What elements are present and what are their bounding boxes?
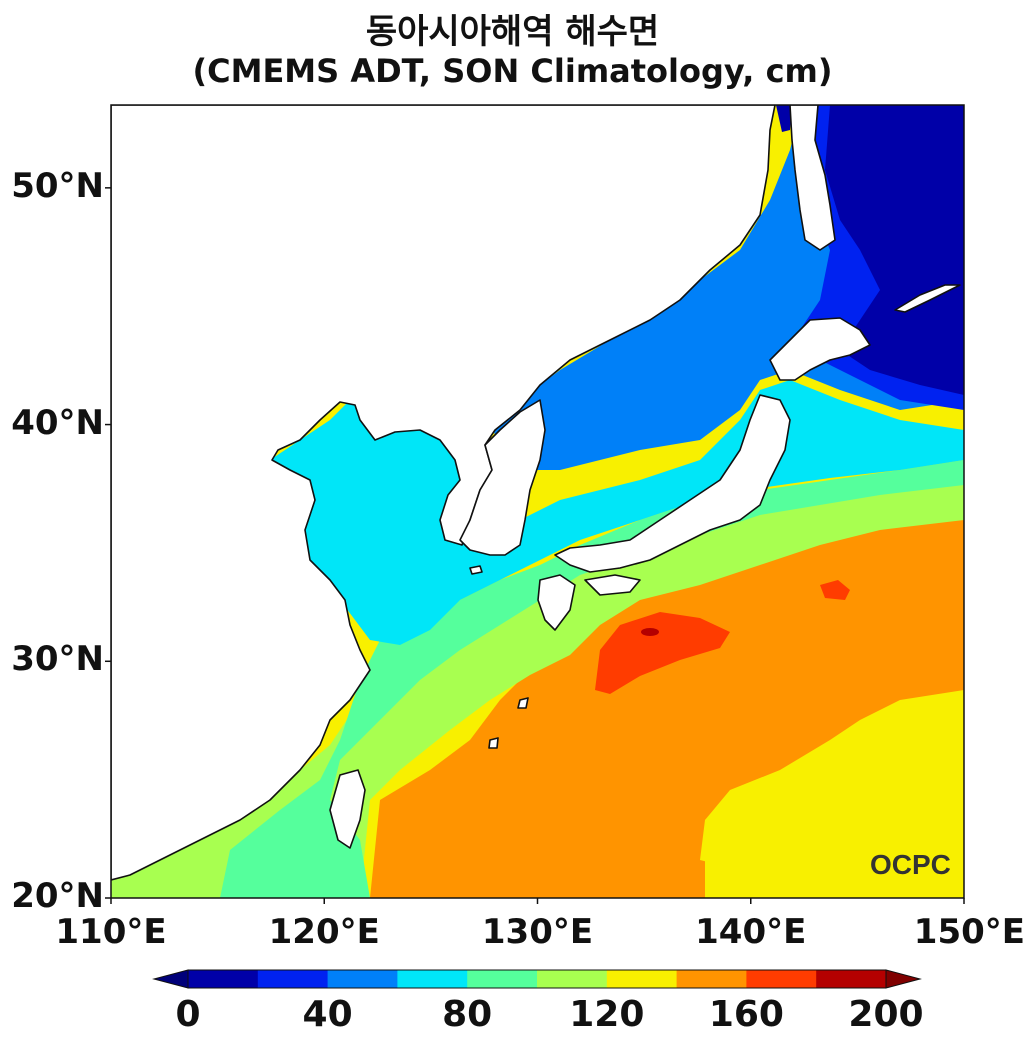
chart-subtitle: (CMEMS ADT, SON Climatology, cm) xyxy=(192,52,833,90)
band-180-200 xyxy=(641,628,659,636)
y-tick-label: 50°N xyxy=(11,165,104,206)
x-tick-label: 120°E xyxy=(268,912,380,952)
colorbar-frame xyxy=(187,969,887,989)
kuril-land xyxy=(894,284,961,313)
colorbar-segment xyxy=(257,970,329,988)
sea-level-field xyxy=(111,105,964,898)
chart-title: 동아시아해역 해수면 xyxy=(365,12,660,52)
x-tick-label: 150°E xyxy=(913,912,1025,952)
y-tick-label: 40°N xyxy=(11,402,104,443)
taiwan-land xyxy=(329,769,366,849)
band-0-20 xyxy=(825,105,964,395)
colorbar-segment xyxy=(816,970,887,988)
colorbar-extend-low xyxy=(152,969,189,989)
colorbar-segment xyxy=(537,970,608,988)
x-tick-label: 140°E xyxy=(695,912,807,952)
colorbar-tick-label: 80 xyxy=(442,994,493,1035)
ocpc-logo-text: OCPC xyxy=(870,849,951,880)
colorbar-extend-high xyxy=(885,969,922,989)
continent-land xyxy=(111,105,776,881)
korea-land xyxy=(459,399,546,556)
colorbar-segment xyxy=(188,970,259,988)
colorbar-segment xyxy=(676,970,747,988)
ryukyu-land-1 xyxy=(517,697,529,709)
colorbar-segment xyxy=(397,970,468,988)
colorbar-segment xyxy=(327,970,398,988)
band-120-140-tongue xyxy=(705,690,964,898)
land xyxy=(111,105,961,881)
ryukyu-land-2 xyxy=(488,737,499,749)
hokkaido-land xyxy=(769,317,871,381)
band-60-80 xyxy=(270,380,964,645)
tick-marks xyxy=(105,187,965,904)
kyushu-land xyxy=(537,574,576,631)
colorbar-segment xyxy=(467,970,538,988)
colorbar-tick-label: 200 xyxy=(848,994,924,1035)
shikoku-land xyxy=(584,574,641,596)
colorbar xyxy=(152,969,922,989)
colorbar-segment xyxy=(746,970,817,988)
y-tick-label: 30°N xyxy=(11,639,104,680)
sakhalin-land xyxy=(789,105,836,251)
colorbar-tick-label: 40 xyxy=(302,994,353,1035)
colorbar-tick-label: 120 xyxy=(569,994,645,1035)
jeju-land xyxy=(469,565,483,575)
x-tick-label: 130°E xyxy=(481,912,594,952)
x-tick-label: 110°E xyxy=(55,912,167,952)
band-160-180 xyxy=(595,612,730,694)
band-0-20-okhotsk xyxy=(776,105,792,132)
band-40-60 xyxy=(490,105,964,470)
honshu-land xyxy=(554,394,791,573)
band-160-180-east xyxy=(820,580,850,600)
colorbar-tick-label: 160 xyxy=(708,994,784,1035)
band-140-160 xyxy=(370,510,964,898)
y-tick-label: 20°N xyxy=(11,876,104,916)
ocpc-logo: OCPC xyxy=(870,849,951,880)
colorbar-tick-label: 0 xyxy=(175,994,201,1035)
colorbar-segment xyxy=(606,970,678,988)
